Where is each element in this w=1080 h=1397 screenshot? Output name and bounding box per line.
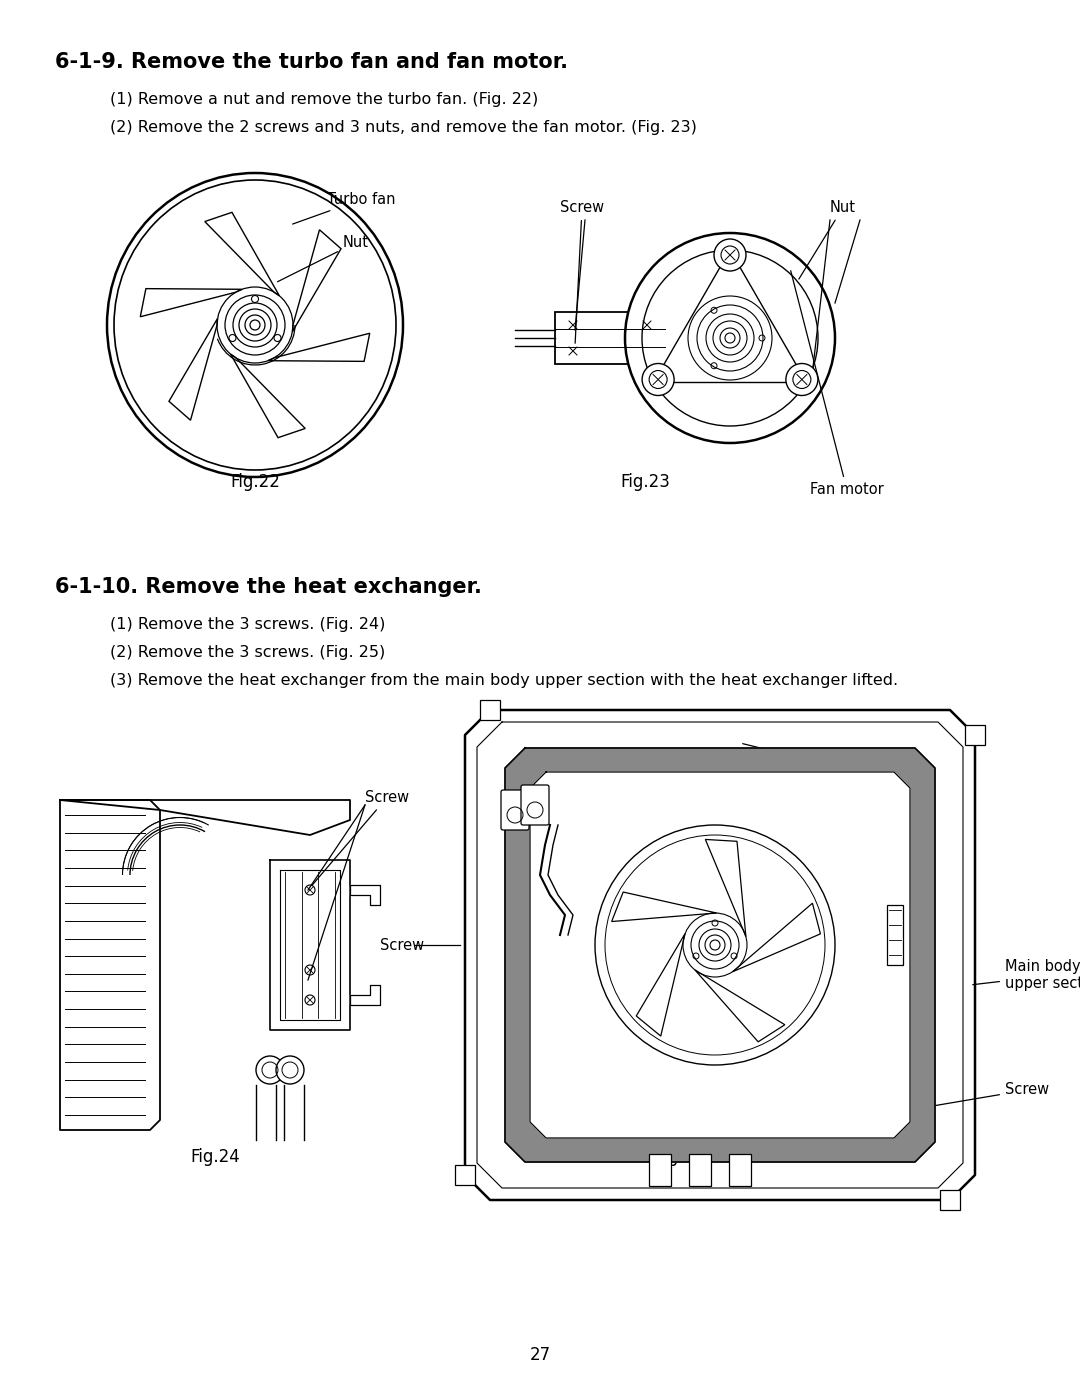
Polygon shape [270, 861, 350, 1030]
Text: 6-1-9. Remove the turbo fan and fan motor.: 6-1-9. Remove the turbo fan and fan moto… [55, 52, 568, 73]
Polygon shape [60, 800, 350, 835]
Text: 27: 27 [529, 1345, 551, 1363]
Circle shape [305, 886, 315, 895]
Circle shape [786, 363, 818, 395]
Circle shape [714, 239, 746, 271]
Text: Screw: Screw [310, 789, 409, 888]
Text: Fig.23: Fig.23 [620, 474, 670, 490]
Text: Turbo fan: Turbo fan [293, 191, 395, 224]
Text: Screw: Screw [853, 1083, 1049, 1119]
Circle shape [643, 363, 674, 395]
Text: (3) Remove the heat exchanger from the main body upper section with the heat exc: (3) Remove the heat exchanger from the m… [110, 673, 899, 687]
Text: Nut: Nut [799, 200, 856, 279]
Text: Screw: Screw [743, 743, 854, 773]
FancyBboxPatch shape [689, 1154, 711, 1186]
Text: Heat exchanger: Heat exchanger [538, 759, 716, 773]
Text: Screw: Screw [561, 200, 604, 344]
Text: Screw: Screw [380, 937, 424, 953]
FancyBboxPatch shape [887, 905, 903, 965]
Text: Main body
upper section: Main body upper section [973, 958, 1080, 992]
FancyBboxPatch shape [966, 725, 985, 745]
Text: (1) Remove the 3 screws. (Fig. 24): (1) Remove the 3 screws. (Fig. 24) [110, 617, 386, 631]
FancyBboxPatch shape [455, 1165, 475, 1185]
FancyBboxPatch shape [649, 1154, 671, 1186]
Text: (2) Remove the 2 screws and 3 nuts, and remove the fan motor. (Fig. 23): (2) Remove the 2 screws and 3 nuts, and … [110, 120, 697, 136]
Circle shape [256, 1056, 284, 1084]
Polygon shape [350, 886, 380, 905]
FancyBboxPatch shape [480, 700, 500, 719]
Text: Fan motor: Fan motor [791, 271, 883, 497]
Polygon shape [350, 985, 380, 1004]
Polygon shape [465, 710, 975, 1200]
Text: 6-1-10. Remove the heat exchanger.: 6-1-10. Remove the heat exchanger. [55, 577, 482, 597]
FancyBboxPatch shape [940, 1190, 960, 1210]
Text: Fig.24: Fig.24 [190, 1148, 240, 1166]
Circle shape [305, 995, 315, 1004]
Circle shape [625, 233, 835, 443]
Text: Fig.25: Fig.25 [656, 1148, 705, 1166]
Polygon shape [505, 747, 935, 1162]
FancyBboxPatch shape [501, 789, 529, 830]
Circle shape [276, 1056, 303, 1084]
Text: (1) Remove a nut and remove the turbo fan. (Fig. 22): (1) Remove a nut and remove the turbo fa… [110, 92, 538, 108]
Circle shape [305, 965, 315, 975]
Polygon shape [530, 773, 910, 1139]
Text: Fig.22: Fig.22 [230, 474, 280, 490]
Text: Nut: Nut [278, 235, 369, 282]
FancyBboxPatch shape [555, 312, 665, 365]
Text: (2) Remove the 3 screws. (Fig. 25): (2) Remove the 3 screws. (Fig. 25) [110, 645, 386, 659]
Polygon shape [60, 800, 160, 1130]
FancyBboxPatch shape [729, 1154, 751, 1186]
FancyBboxPatch shape [521, 785, 549, 826]
